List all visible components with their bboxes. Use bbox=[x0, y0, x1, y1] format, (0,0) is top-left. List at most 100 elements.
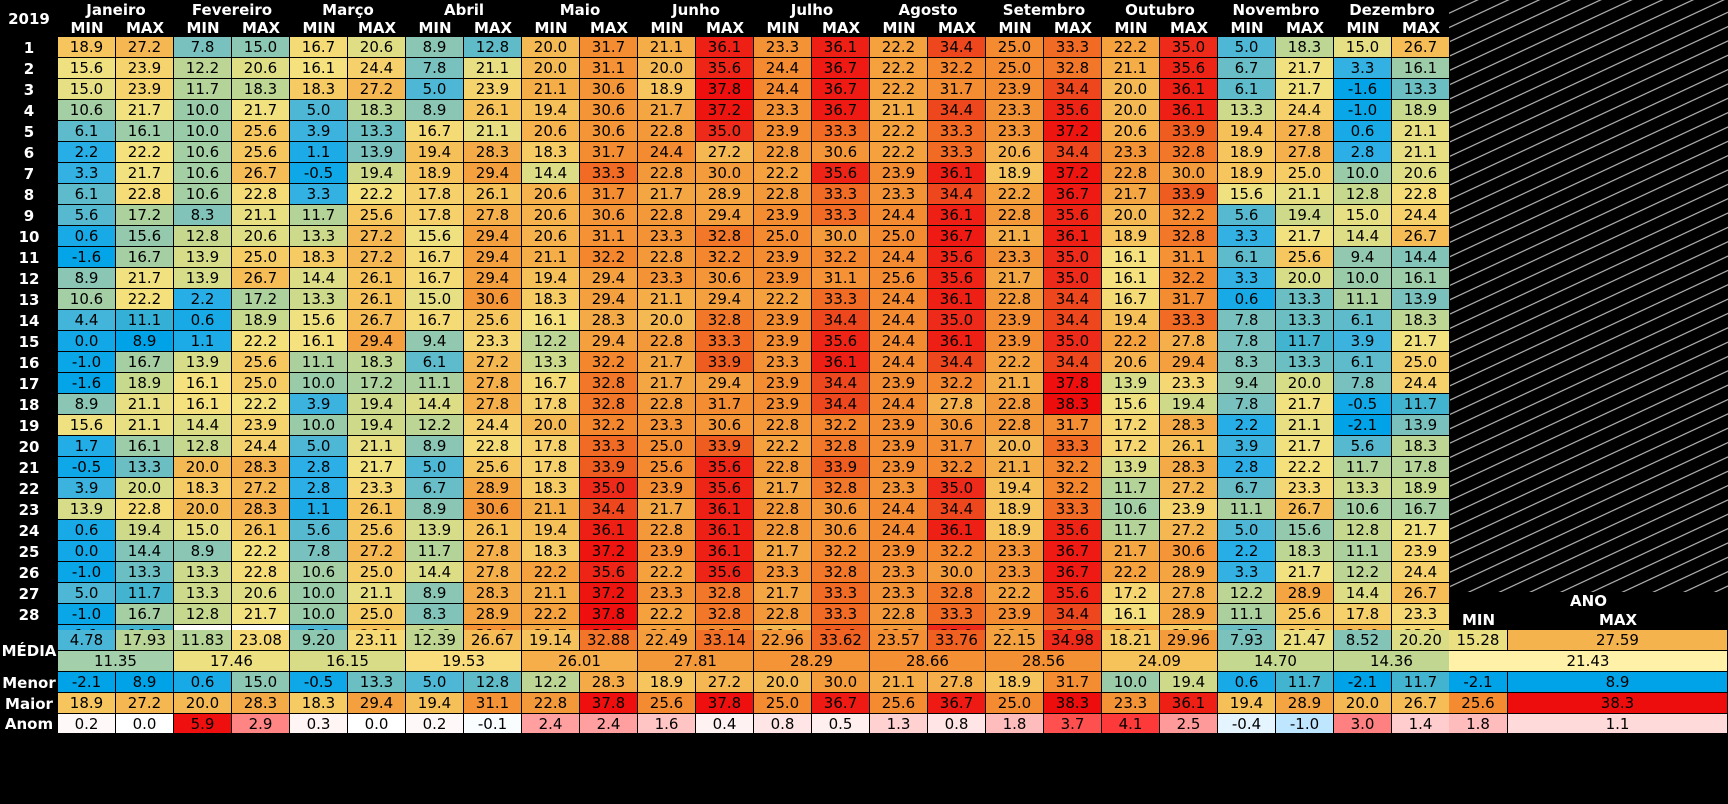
max-cell: 19.4 bbox=[348, 415, 406, 436]
min-cell: 19.4 bbox=[1102, 310, 1160, 331]
monthly-mean-cell: 19.53 bbox=[406, 651, 522, 672]
max-cell: 30.6 bbox=[812, 520, 870, 541]
max-cell: 37.8 bbox=[1044, 373, 1102, 394]
max-cell: 30.6 bbox=[696, 415, 754, 436]
min-cell: 0.0 bbox=[58, 331, 116, 352]
max-cell: 33.3 bbox=[1160, 310, 1218, 331]
max-cell: 33.3 bbox=[580, 436, 638, 457]
max-cell: 17.2 bbox=[232, 289, 290, 310]
min-cell: 0.6 bbox=[58, 520, 116, 541]
min-cell: 2.2 bbox=[1218, 541, 1276, 562]
max-cell: 20.0 bbox=[1276, 268, 1334, 289]
max-cell: 36.1 bbox=[928, 163, 986, 184]
min-cell: 23.9 bbox=[986, 604, 1044, 625]
max-cell: 28.3 bbox=[1160, 415, 1218, 436]
day-label: 17 bbox=[0, 373, 58, 394]
max-cell: 16.7 bbox=[1392, 499, 1450, 520]
max-cell: 35.6 bbox=[1044, 205, 1102, 226]
min-cell: 11.7 bbox=[174, 79, 232, 100]
max-cell: 21.1 bbox=[1392, 121, 1450, 142]
max-cell: 8.9 bbox=[116, 331, 174, 352]
max-cell: 25.0 bbox=[348, 604, 406, 625]
max-cell: 21.1 bbox=[348, 436, 406, 457]
min-cell: 25.0 bbox=[870, 226, 928, 247]
max-cell: 17.2 bbox=[116, 205, 174, 226]
monthly-mean-cell: 28.66 bbox=[870, 651, 986, 672]
max-cell: 20.6 bbox=[1392, 163, 1450, 184]
max-cell: 32.8 bbox=[696, 226, 754, 247]
max-cell: 18.9 bbox=[116, 373, 174, 394]
min-cell: 16.7 bbox=[290, 37, 348, 58]
min-cell: 22.2 bbox=[870, 58, 928, 79]
min-cell: 7.8 bbox=[1218, 394, 1276, 415]
min-cell: 3.9 bbox=[58, 478, 116, 499]
ano-min-header: MIN bbox=[1449, 610, 1508, 630]
min-cell: 22.8 bbox=[754, 457, 812, 478]
max-cell: 30.6 bbox=[812, 499, 870, 520]
min-cell: 8.3 bbox=[1218, 352, 1276, 373]
min-cell: 16.1 bbox=[522, 310, 580, 331]
max-cell: 17.8 bbox=[1392, 457, 1450, 478]
min-cell: 13.3 bbox=[522, 352, 580, 373]
min-cell: 18.3 bbox=[290, 247, 348, 268]
month-header: Outubro bbox=[1102, 0, 1218, 19]
media-max-cell: 26.67 bbox=[464, 630, 522, 651]
month-header: Novembro bbox=[1218, 0, 1334, 19]
min-col-header: MIN bbox=[406, 19, 464, 37]
max-cell: 24.4 bbox=[348, 58, 406, 79]
max-cell: 35.0 bbox=[928, 478, 986, 499]
max-cell: 34.4 bbox=[1044, 289, 1102, 310]
maior-min-cell: 18.9 bbox=[58, 693, 116, 714]
max-cell: 25.0 bbox=[1276, 163, 1334, 184]
monthly-mean-cell: 26.01 bbox=[522, 651, 638, 672]
min-cell: 22.8 bbox=[638, 247, 696, 268]
max-cell: 32.2 bbox=[580, 415, 638, 436]
maior-max-cell: 29.4 bbox=[348, 693, 406, 714]
max-cell: 31.1 bbox=[1160, 247, 1218, 268]
maior-max-cell: 27.2 bbox=[116, 693, 174, 714]
min-cell: 10.0 bbox=[174, 100, 232, 121]
min-cell: 18.9 bbox=[1102, 226, 1160, 247]
day-label: 7 bbox=[0, 163, 58, 184]
min-cell: 8.9 bbox=[406, 583, 464, 604]
maior-min-cell: 18.3 bbox=[290, 693, 348, 714]
min-cell: 3.3 bbox=[1218, 226, 1276, 247]
max-cell: 22.2 bbox=[348, 184, 406, 205]
anom-min-cell: 0.2 bbox=[58, 714, 116, 734]
min-cell: 24.4 bbox=[754, 79, 812, 100]
day-label: 27 bbox=[0, 583, 58, 604]
min-cell: 21.1 bbox=[638, 37, 696, 58]
max-cell: 28.9 bbox=[464, 604, 522, 625]
anom-max-cell: 1.4 bbox=[1392, 714, 1450, 734]
day-label: 11 bbox=[0, 247, 58, 268]
day-label: 20 bbox=[0, 436, 58, 457]
max-cell: 27.8 bbox=[1276, 121, 1334, 142]
min-cell: 16.1 bbox=[1102, 247, 1160, 268]
min-cell: 24.4 bbox=[870, 331, 928, 352]
min-col-header: MIN bbox=[1218, 19, 1276, 37]
max-cell: 24.4 bbox=[464, 415, 522, 436]
max-cell: 22.2 bbox=[232, 541, 290, 562]
max-cell: 35.0 bbox=[928, 310, 986, 331]
maior-min-cell: 25.0 bbox=[754, 693, 812, 714]
media-min-cell: 7.93 bbox=[1218, 630, 1276, 651]
day-label: 24 bbox=[0, 520, 58, 541]
max-cell: 28.9 bbox=[1160, 562, 1218, 583]
max-cell: 19.4 bbox=[1276, 205, 1334, 226]
max-cell: 30.6 bbox=[580, 205, 638, 226]
min-cell: 21.7 bbox=[638, 184, 696, 205]
min-cell: 22.2 bbox=[870, 37, 928, 58]
min-cell: -2.1 bbox=[1334, 415, 1392, 436]
max-cell: 27.2 bbox=[348, 247, 406, 268]
max-col-header: MAX bbox=[580, 19, 638, 37]
min-cell: 22.8 bbox=[754, 499, 812, 520]
min-cell: 24.4 bbox=[870, 310, 928, 331]
maior-max-cell: 38.3 bbox=[1044, 693, 1102, 714]
max-cell: 13.3 bbox=[1276, 310, 1334, 331]
media-min-cell: 19.14 bbox=[522, 630, 580, 651]
min-cell: 21.7 bbox=[754, 583, 812, 604]
max-cell: 26.7 bbox=[1392, 583, 1450, 604]
max-cell: 34.4 bbox=[928, 352, 986, 373]
max-cell: 26.1 bbox=[348, 499, 406, 520]
min-cell: 22.2 bbox=[522, 604, 580, 625]
